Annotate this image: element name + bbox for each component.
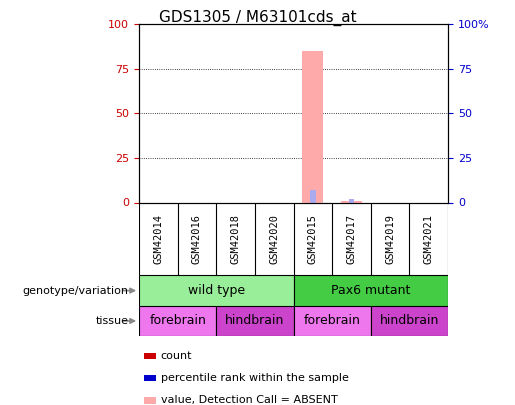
Text: GSM42016: GSM42016: [192, 214, 202, 264]
Text: hindbrain: hindbrain: [225, 314, 285, 328]
Text: GSM42014: GSM42014: [153, 214, 163, 264]
Bar: [139, 306, 216, 336]
Bar: [302, 51, 323, 202]
Bar: [349, 199, 354, 202]
Text: Pax6 mutant: Pax6 mutant: [331, 284, 410, 297]
Text: GSM42019: GSM42019: [385, 214, 395, 264]
Bar: [341, 201, 362, 202]
Text: GDS1305 / M63101cds_at: GDS1305 / M63101cds_at: [159, 10, 356, 26]
Text: GSM42015: GSM42015: [308, 214, 318, 264]
Text: value, Detection Call = ABSENT: value, Detection Call = ABSENT: [161, 395, 337, 405]
Text: hindbrain: hindbrain: [380, 314, 439, 328]
Text: GSM42020: GSM42020: [269, 214, 279, 264]
Bar: [294, 275, 448, 306]
Bar: [310, 190, 316, 202]
Text: count: count: [161, 351, 192, 361]
Text: genotype/variation: genotype/variation: [23, 286, 129, 296]
Text: forebrain: forebrain: [149, 314, 206, 328]
Bar: [294, 306, 371, 336]
Text: GSM42021: GSM42021: [424, 214, 434, 264]
Bar: [139, 275, 294, 306]
Text: GSM42018: GSM42018: [231, 214, 241, 264]
Bar: [371, 306, 448, 336]
Text: tissue: tissue: [96, 316, 129, 326]
Text: percentile rank within the sample: percentile rank within the sample: [161, 373, 349, 383]
Text: GSM42017: GSM42017: [347, 214, 356, 264]
Text: forebrain: forebrain: [304, 314, 360, 328]
Bar: [216, 306, 294, 336]
Text: wild type: wild type: [188, 284, 245, 297]
